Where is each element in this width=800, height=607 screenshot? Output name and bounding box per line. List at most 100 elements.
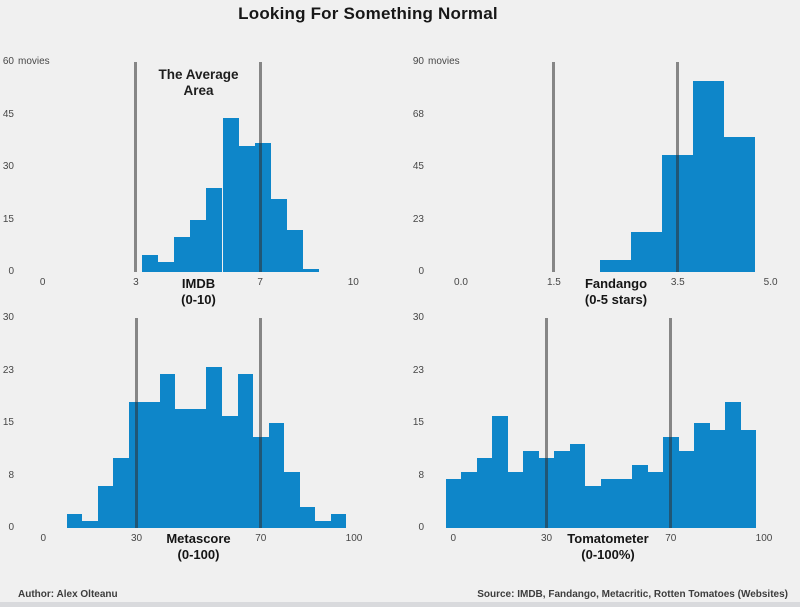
histogram-bar [600,260,632,272]
y-tick-label: 30 [2,312,14,324]
axis-caption: Tomatometer [567,531,649,546]
y-tick-label: 45 [412,161,424,172]
y-tick-label: 8 [418,469,424,481]
histogram-bar [190,409,207,528]
y-tick-label: 0 [8,522,14,533]
histogram-bar [144,402,160,528]
x-tick-label: 7 [257,277,263,288]
histogram-bar [554,451,570,528]
histogram-bar [492,416,508,528]
histogram-bar [299,507,316,528]
average-area-line [258,62,262,272]
histogram-bar [206,367,222,528]
y-tick-label: 23 [412,213,424,225]
average-area-line [135,318,138,528]
y-tick-label: 68 [412,108,424,120]
average-area-line [134,62,138,272]
average-area-annotation: Area [183,83,214,98]
histogram-bar [725,402,741,528]
histogram-bar [222,118,239,272]
x-tick-label: 30 [540,533,553,544]
axis-caption: IMDB [181,276,216,291]
histogram-bar [303,268,320,272]
y-axis-unit-label: movies [18,56,50,67]
histogram-bar [270,198,287,272]
axis-caption: (0-5 stars) [584,291,648,307]
x-tick-label: 70 [255,533,267,544]
histogram-bar [158,261,175,272]
footer-strip [0,602,800,607]
histogram-bar [461,472,477,528]
histogram-bar [238,146,255,272]
histogram-bar [254,142,271,272]
histogram-bar [631,232,663,272]
histogram-bar [740,430,757,528]
x-tick-label: 0.0 [454,277,468,288]
histogram-bar [142,254,159,272]
histogram-bar [724,136,756,272]
histogram-bar [647,472,664,528]
average-area-annotation: The Average [158,67,239,82]
histogram-bar [286,230,303,272]
histogram-bar [284,472,300,528]
axis-caption: (0-100%) [581,546,635,562]
x-tick-label: 1.5 [546,277,561,288]
x-tick-label: 3 [133,277,139,288]
histogram-bar [678,451,695,528]
x-tick-label: 100 [755,533,773,544]
histogram-bar [206,188,223,272]
y-tick-label: 30 [2,161,14,172]
histogram-bar [174,237,191,272]
y-tick-label: 45 [2,108,14,120]
footer-source: Source: IMDB, Fandango, Metacritic, Rott… [477,589,788,600]
histogram-bar [709,430,726,528]
histogram-bar [330,514,347,528]
histogram-bar [569,444,586,528]
y-axis-unit-label: movies [428,56,460,67]
y-tick-label: 0 [418,266,424,277]
y-tick-label: 8 [8,469,14,481]
x-tick-label: 0 [450,533,457,544]
histogram-bar [66,514,83,528]
histogram-bar [600,479,617,528]
histogram-bar [523,451,539,528]
y-tick-label: 30 [412,312,424,324]
x-tick-label: 10 [347,277,359,288]
x-tick-label: 3.5 [670,277,685,288]
histogram-bar [82,521,98,528]
histogram-bar [616,479,632,528]
histogram-bar [113,458,129,528]
x-tick-label: 5.0 [763,277,778,288]
y-tick-label: 23 [2,364,14,376]
histogram-bar [476,458,493,528]
histogram-bar [268,423,285,528]
chart-title: Looking For Something Normal [238,4,498,23]
y-tick-label: 0 [418,522,424,533]
histogram-bar [632,465,648,528]
y-tick-label: 90 [412,56,424,67]
average-area-line [545,318,548,528]
footer-author: Author: Alex Olteanu [18,589,118,600]
axis-caption: (0-100) [177,546,220,562]
y-tick-label: 15 [412,417,424,429]
y-tick-label: 15 [2,417,14,429]
histogram-bar [237,374,254,528]
x-tick-label: 0 [39,277,46,288]
x-tick-label: 100 [345,533,363,544]
average-area-line [259,318,263,528]
histogram-bar [159,374,176,528]
axis-caption: (0-10) [181,291,216,307]
y-tick-label: 0 [8,266,14,277]
histogram-bar [222,416,238,528]
histogram-bar [585,486,601,528]
histogram-bar [507,472,524,528]
histogram-bar [175,409,191,528]
axis-caption: Metascore [166,531,231,546]
x-tick-label: 30 [130,533,143,544]
histogram-bar [693,80,725,272]
axis-caption: Fandango [584,276,648,291]
y-tick-label: 15 [2,213,14,225]
x-tick-label: 0 [40,533,47,544]
x-tick-label: 70 [665,533,677,544]
